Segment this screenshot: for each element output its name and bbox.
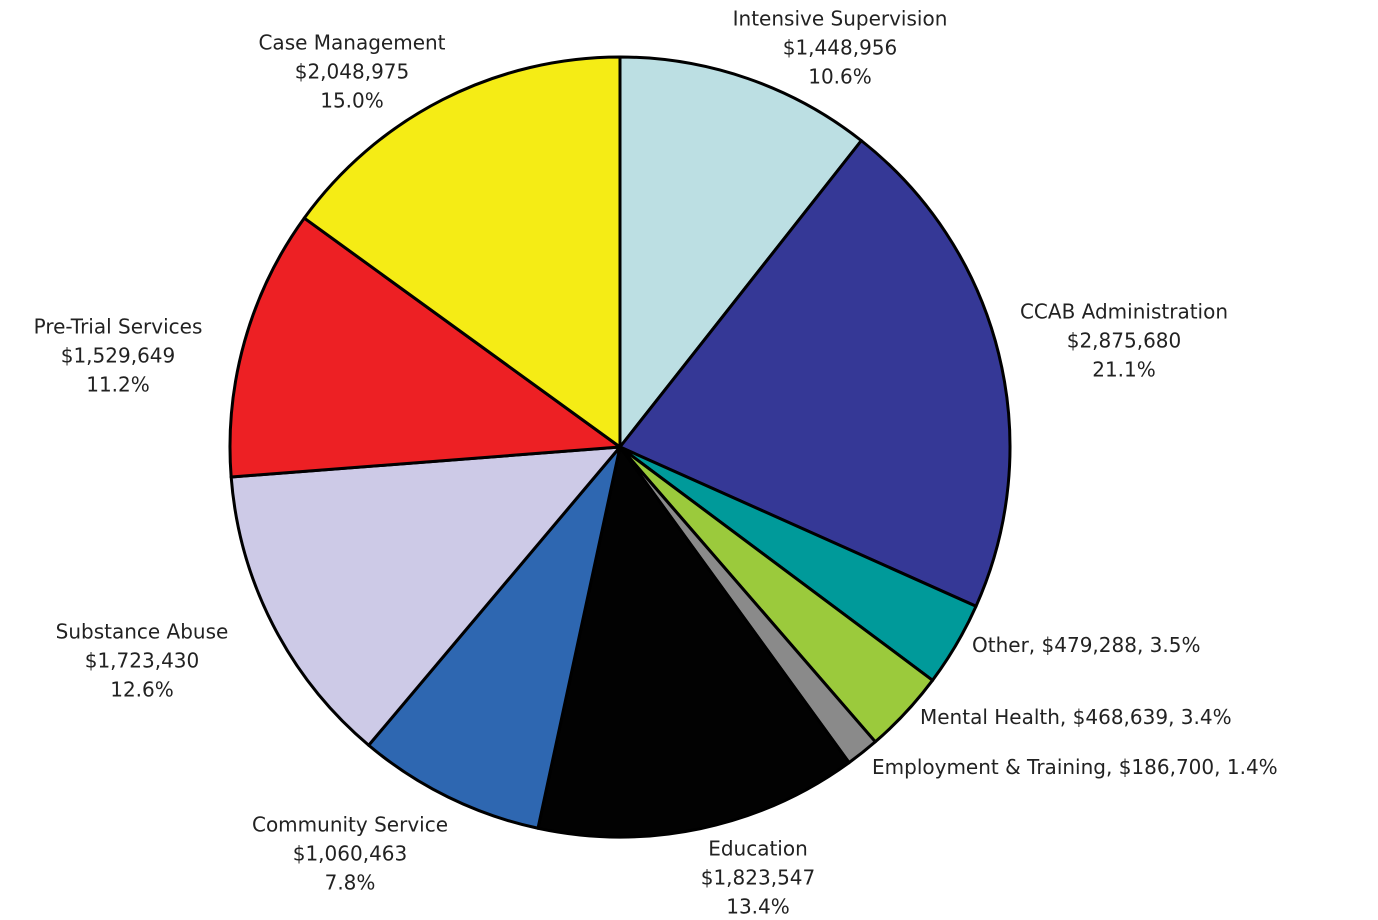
slice-label: $1,060,463: [293, 842, 408, 866]
slice-label: 11.2%: [86, 373, 150, 397]
slice-label-part: $186,700: [1119, 755, 1214, 779]
slice-label: Substance Abuse: [56, 620, 229, 644]
separator: ,: [1137, 633, 1150, 657]
separator: ,: [1106, 755, 1119, 779]
slice-label: $1,723,430: [85, 649, 200, 673]
slice-label: 13.4%: [726, 895, 790, 919]
slice-label-part: $479,288: [1042, 633, 1137, 657]
slice-label: $1,529,649: [61, 344, 176, 368]
slice-label: Education: [708, 837, 808, 861]
pie-slice: [536, 445, 851, 839]
slice-label: Case Management: [258, 31, 445, 55]
separator: ,: [1060, 705, 1073, 729]
slice-label: CCAB Administration: [1020, 300, 1228, 324]
pie-slice: [229, 445, 622, 747]
slice-label-part: 3.5%: [1150, 633, 1201, 657]
slice-label: $2,875,680: [1067, 329, 1182, 353]
slice-label: Employment & Training, $186,700, 1.4%: [872, 755, 1278, 779]
slice-label: $2,048,975: [295, 60, 410, 84]
slice-label: 15.0%: [320, 89, 384, 113]
slice-label: Intensive Supervision: [733, 7, 948, 31]
pie-slice: [228, 216, 622, 479]
slice-label: Pre-Trial Services: [34, 315, 203, 339]
slice-label: 12.6%: [110, 678, 174, 702]
separator: ,: [1214, 755, 1227, 779]
slice-label: 21.1%: [1092, 358, 1156, 382]
slice-label: $1,448,956: [783, 36, 898, 60]
separator: ,: [1029, 633, 1042, 657]
slice-label-part: 3.4%: [1181, 705, 1232, 729]
slice-label: 10.6%: [808, 65, 872, 89]
pie-slice: [367, 445, 622, 830]
separator: ,: [1168, 705, 1181, 729]
slice-label: $1,823,547: [701, 866, 816, 890]
pie-slice: [302, 55, 622, 449]
slice-label: Other, $479,288, 3.5%: [972, 633, 1200, 657]
slice-label-part: Other: [972, 633, 1030, 657]
slice-label-part: $468,639: [1073, 705, 1168, 729]
slice-label-part: Mental Health: [920, 705, 1060, 729]
slice-label: Community Service: [252, 813, 448, 837]
pie-slice: [618, 55, 863, 449]
slice-label: 7.8%: [325, 871, 376, 895]
slice-label: Mental Health, $468,639, 3.4%: [920, 705, 1232, 729]
slice-label-part: Employment & Training: [872, 755, 1106, 779]
slice-label-part: 1.4%: [1227, 755, 1278, 779]
